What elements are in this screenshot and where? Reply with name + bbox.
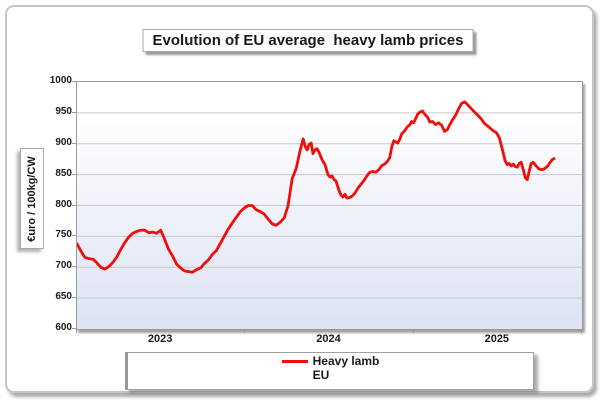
price-line-chart <box>77 100 582 299</box>
chart-outer-frame <box>5 5 594 393</box>
y-tick-mark <box>72 328 76 329</box>
heavy-lamb-price-line <box>77 100 556 274</box>
chart-title: Evolution of EU average heavy lamb price… <box>142 29 474 52</box>
y-tick-mark <box>72 81 76 82</box>
x-tick-label-2023: 2023 <box>147 333 173 345</box>
legend-region-label: EU <box>312 367 330 382</box>
y-tick-mark <box>72 142 76 144</box>
legend-line-swatch-icon <box>281 360 308 363</box>
y-tick-mark <box>72 111 76 113</box>
x-axis-tick-labels: 2023 2024 2025 <box>76 333 581 347</box>
y-tick-mark <box>72 266 76 268</box>
x-tick-label-2025: 2025 <box>484 333 510 345</box>
y-tick-label: 1000 <box>49 75 72 86</box>
x-tick-mark <box>412 329 414 333</box>
x-tick-mark <box>244 329 246 333</box>
y-tick-label: 650 <box>55 291 72 303</box>
y-tick-mark <box>72 204 76 206</box>
y-tick-label: 950 <box>55 105 72 117</box>
y-tick-mark <box>72 297 76 299</box>
y-tick-label: 800 <box>55 198 72 210</box>
y-axis-tick-labels: 1000 950 900 850 800 750 700 650 600 <box>34 76 72 333</box>
x-tick-label-2024: 2024 <box>316 333 341 345</box>
y-tick-label: 600 <box>55 322 72 333</box>
y-axis-title: €uro / 100kg/CW <box>26 155 38 242</box>
y-tick-mark <box>72 235 76 237</box>
y-tick-label: 900 <box>55 136 72 148</box>
legend-text: Heavy lamb EU <box>312 354 380 382</box>
y-tick-label: 850 <box>55 167 72 179</box>
legend: Heavy lamb EU <box>125 352 534 390</box>
plot-area <box>76 81 583 330</box>
x-tick-mark <box>76 329 77 333</box>
legend-series-label: Heavy lamb <box>312 354 380 368</box>
y-tick-label: 700 <box>55 260 72 272</box>
y-tick-label: 750 <box>55 229 72 241</box>
y-axis-title-box: €uro / 100kg/CW <box>20 148 44 249</box>
y-tick-mark <box>72 173 76 175</box>
x-tick-mark <box>581 329 582 333</box>
